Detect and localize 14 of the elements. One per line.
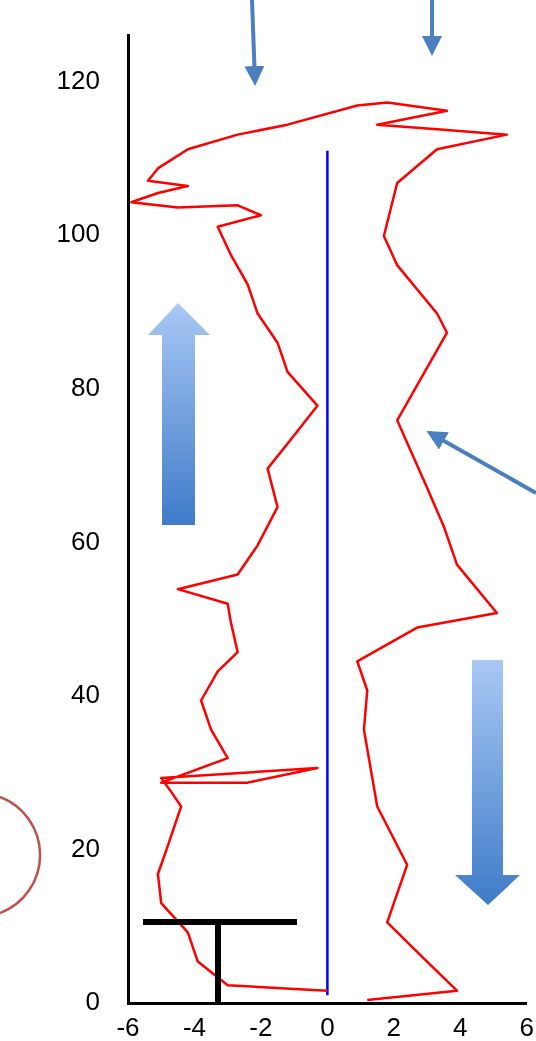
y-tick-label: 100: [56, 218, 100, 249]
x-tick-label: 0: [320, 1011, 335, 1041]
x-tick-label: 6: [519, 1011, 534, 1041]
y-tick-label: 60: [71, 525, 100, 556]
y-tick-label: 40: [71, 679, 100, 710]
y-tick-label: 80: [71, 371, 100, 402]
x-tick-label: -4: [182, 1011, 207, 1041]
x-tick-label: -2: [249, 1011, 273, 1041]
x-tick-label: 4: [453, 1011, 468, 1041]
y-tick-label: 120: [56, 64, 100, 95]
x-tick-label: 2: [386, 1011, 402, 1041]
x-tick-label: -6: [116, 1011, 140, 1041]
y-tick-label: 20: [71, 832, 100, 863]
y-tick-label: 0: [85, 986, 100, 1017]
